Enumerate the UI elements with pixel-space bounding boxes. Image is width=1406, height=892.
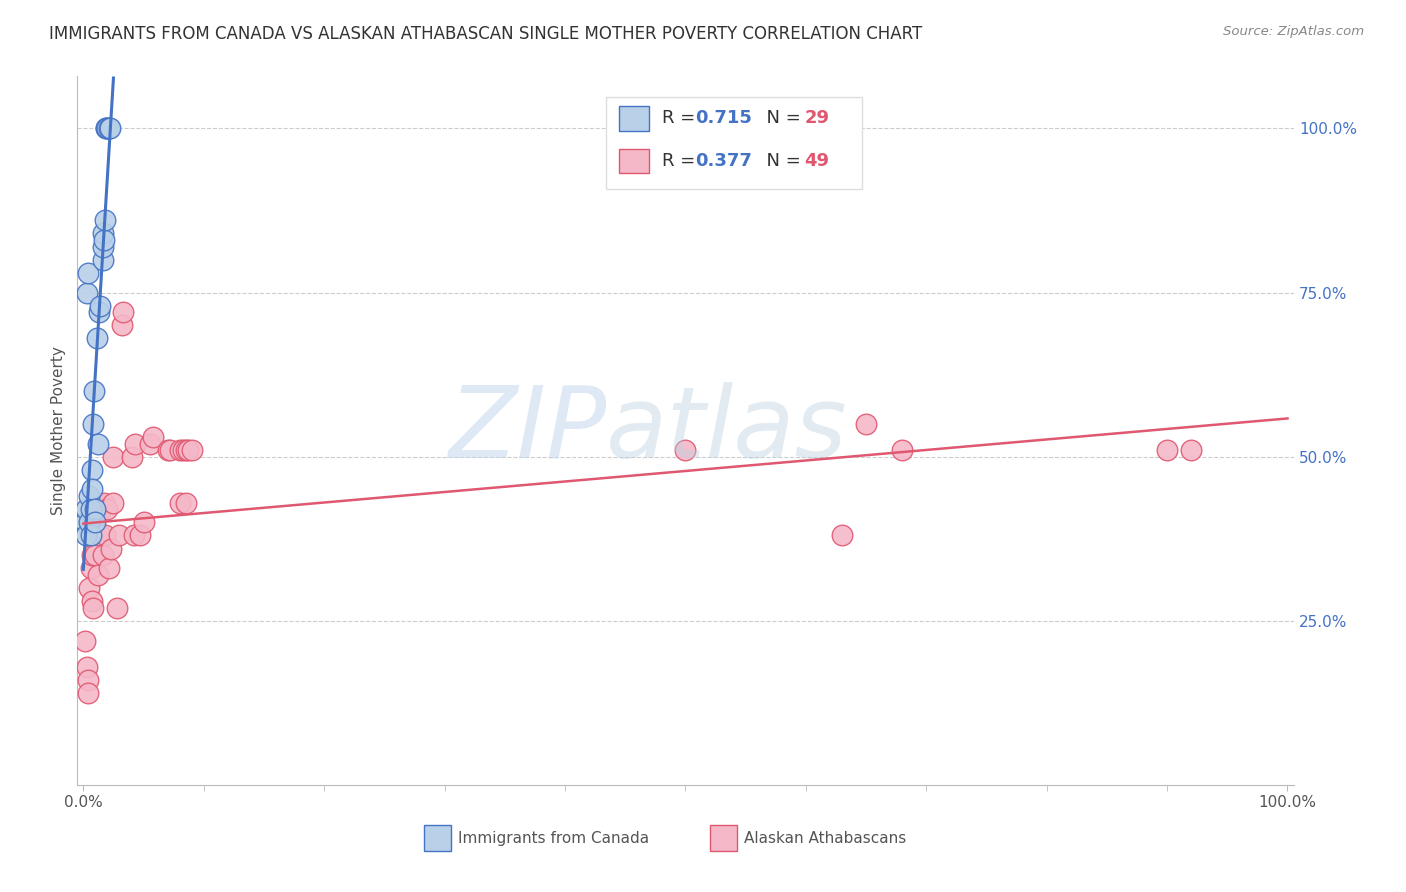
Point [79, 528, 101, 542]
Point [169, 495, 191, 509]
Point [98, 121, 121, 136]
Point [100, 541, 122, 556]
Point [90, 502, 112, 516]
Point [138, 436, 160, 450]
Point [79, 561, 101, 575]
Point [103, 450, 125, 464]
Point [122, 528, 145, 542]
Point [86, 331, 108, 345]
Point [1180, 443, 1202, 458]
Point [82, 417, 104, 431]
Point [156, 443, 179, 458]
Point [124, 436, 146, 450]
Point [77, 673, 100, 687]
Text: ZIP: ZIP [449, 382, 606, 479]
Point [174, 443, 197, 458]
Point [675, 443, 697, 458]
Point [84, 502, 107, 516]
Point [129, 528, 152, 542]
Point [1156, 443, 1178, 458]
Point [87, 305, 110, 319]
Bar [425, 825, 451, 851]
Point [96, 121, 118, 136]
Point [79, 516, 101, 530]
Point [87, 436, 110, 450]
Point [111, 318, 134, 333]
Point [79, 581, 101, 595]
Text: 0.715: 0.715 [695, 110, 752, 128]
Point [75, 528, 97, 542]
Point [177, 443, 200, 458]
Point [105, 600, 128, 615]
Point [91, 227, 114, 241]
Point [84, 516, 107, 530]
Text: Alaskan Athabascans: Alaskan Athabascans [744, 830, 905, 846]
Point [93, 233, 115, 247]
Point [180, 443, 202, 458]
Text: N =: N = [755, 152, 806, 169]
Point [89, 528, 111, 542]
Y-axis label: Single Mother Poverty: Single Mother Poverty [51, 346, 66, 515]
Point [97, 121, 120, 136]
Point [91, 239, 114, 253]
Point [73, 633, 96, 648]
Point [132, 516, 155, 530]
Text: 29: 29 [804, 110, 830, 128]
Point [76, 285, 98, 300]
Bar [710, 825, 737, 851]
Point [103, 495, 125, 509]
Point [84, 548, 107, 562]
Point [97, 561, 120, 575]
Point [96, 121, 118, 136]
Point [91, 252, 114, 267]
Point [77, 266, 100, 280]
Point [79, 489, 101, 503]
Point [89, 299, 111, 313]
Point [83, 516, 105, 530]
FancyBboxPatch shape [606, 97, 862, 189]
Text: Immigrants from Canada: Immigrants from Canada [458, 830, 650, 846]
Point [77, 686, 100, 700]
Text: Source: ZipAtlas.com: Source: ZipAtlas.com [1223, 25, 1364, 38]
Point [112, 305, 135, 319]
Point [108, 528, 131, 542]
Text: 49: 49 [804, 152, 830, 169]
Text: IMMIGRANTS FROM CANADA VS ALASKAN ATHABASCAN SINGLE MOTHER POVERTY CORRELATION C: IMMIGRANTS FROM CANADA VS ALASKAN ATHABA… [49, 25, 922, 43]
Point [172, 443, 194, 458]
Point [86, 495, 108, 509]
Point [75, 502, 97, 516]
Point [96, 502, 118, 516]
Point [73, 516, 96, 530]
Text: atlas: atlas [606, 382, 848, 479]
Text: 0.377: 0.377 [695, 152, 752, 169]
Point [80, 594, 103, 608]
Point [76, 660, 98, 674]
Point [83, 384, 105, 398]
Point [80, 548, 103, 562]
Point [174, 495, 197, 509]
Text: R =: R = [662, 110, 702, 128]
Text: R =: R = [662, 152, 702, 169]
Point [93, 495, 115, 509]
Point [80, 483, 103, 497]
Point [96, 121, 118, 136]
Point [142, 430, 165, 444]
Point [79, 502, 101, 516]
Point [82, 600, 104, 615]
Point [855, 417, 877, 431]
Point [94, 528, 117, 542]
Point [169, 443, 191, 458]
Point [87, 567, 110, 582]
Point [159, 443, 181, 458]
Point [831, 528, 853, 542]
Point [121, 450, 143, 464]
Point [891, 443, 914, 458]
Text: N =: N = [755, 110, 806, 128]
Bar [619, 106, 650, 131]
Point [80, 463, 103, 477]
Bar [619, 148, 650, 173]
Point [94, 213, 117, 227]
Point [91, 548, 114, 562]
